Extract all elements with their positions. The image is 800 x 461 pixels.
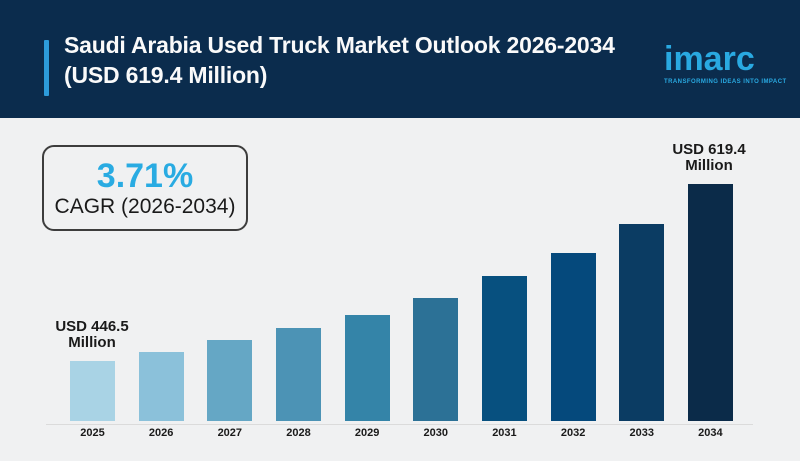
bar-column-2025: 2025: [70, 361, 115, 441]
page-title-line2: (USD 619.4 Million): [64, 62, 268, 88]
bar-column-2033: 2033: [619, 224, 665, 441]
bar-chart: 3.71% CAGR (2026-2034) USD 446.5 Million…: [0, 118, 800, 461]
first-bar-value-line1: USD 446.5: [55, 318, 129, 335]
bar-column-2028: 2028: [275, 328, 321, 441]
cagr-callout-box: 3.71% CAGR (2026-2034): [42, 145, 248, 231]
cagr-period-label: CAGR (2026-2034): [54, 195, 236, 218]
bar-2025: [70, 361, 115, 421]
bar-column-2032: 2032: [550, 253, 596, 441]
bar-column-2026: 2026: [138, 352, 184, 441]
x-tick-2032: 2032: [560, 427, 586, 439]
imarc-logo: imarc TRANSFORMING IDEAS INTO IMPACT: [664, 40, 787, 86]
bar-2027: [207, 340, 253, 421]
first-bar-value-label: USD 446.5 Million: [55, 319, 128, 351]
bars-row: 2025 2026 2027 2028 2029 2030 2031 2032 2033 2034: [70, 184, 733, 441]
bar-2032: [550, 253, 596, 421]
page-title-line1: Saudi Arabia Used Truck Market Outlook 2…: [64, 32, 615, 58]
last-bar-value-line1: USD 619.4: [672, 141, 746, 158]
x-axis-baseline: [46, 424, 753, 425]
x-tick-2034: 2034: [698, 427, 723, 439]
x-tick-2031: 2031: [492, 427, 517, 439]
cagr-value: 3.71%: [96, 157, 194, 195]
bar-column-2029: 2029: [344, 315, 390, 441]
last-bar-value-label: USD 619.4 Million: [672, 142, 745, 174]
bar-2034: [687, 184, 733, 421]
bar-column-2030: 2030: [413, 298, 459, 441]
imarc-logo-tagline: TRANSFORMING IDEAS INTO IMPACT: [664, 79, 787, 85]
x-tick-2026: 2026: [148, 427, 174, 439]
last-bar-value-line2: Million: [685, 157, 733, 174]
title-accent-bar: [44, 40, 49, 96]
bar-2028: [275, 328, 321, 421]
x-tick-2028: 2028: [286, 427, 311, 439]
x-tick-2030: 2030: [423, 427, 449, 439]
bar-column-2031: 2031: [481, 276, 527, 441]
first-bar-value-line2: Million: [68, 334, 116, 351]
header-banner: Saudi Arabia Used Truck Market Outlook 2…: [0, 0, 800, 118]
x-tick-2033: 2033: [629, 427, 654, 439]
x-tick-2025: 2025: [80, 427, 105, 439]
imarc-logo-wordmark: imarc: [664, 40, 755, 78]
x-tick-2029: 2029: [354, 427, 380, 439]
bar-2033: [619, 224, 665, 421]
bar-2030: [413, 298, 459, 421]
bar-2026: [138, 352, 184, 421]
bar-column-2034: 2034: [687, 184, 733, 441]
bar-2029: [344, 315, 390, 421]
page-title: Saudi Arabia Used Truck Market Outlook 2…: [64, 30, 664, 90]
bar-column-2027: 2027: [207, 340, 253, 441]
x-tick-2027: 2027: [217, 427, 243, 439]
bar-2031: [481, 276, 527, 421]
